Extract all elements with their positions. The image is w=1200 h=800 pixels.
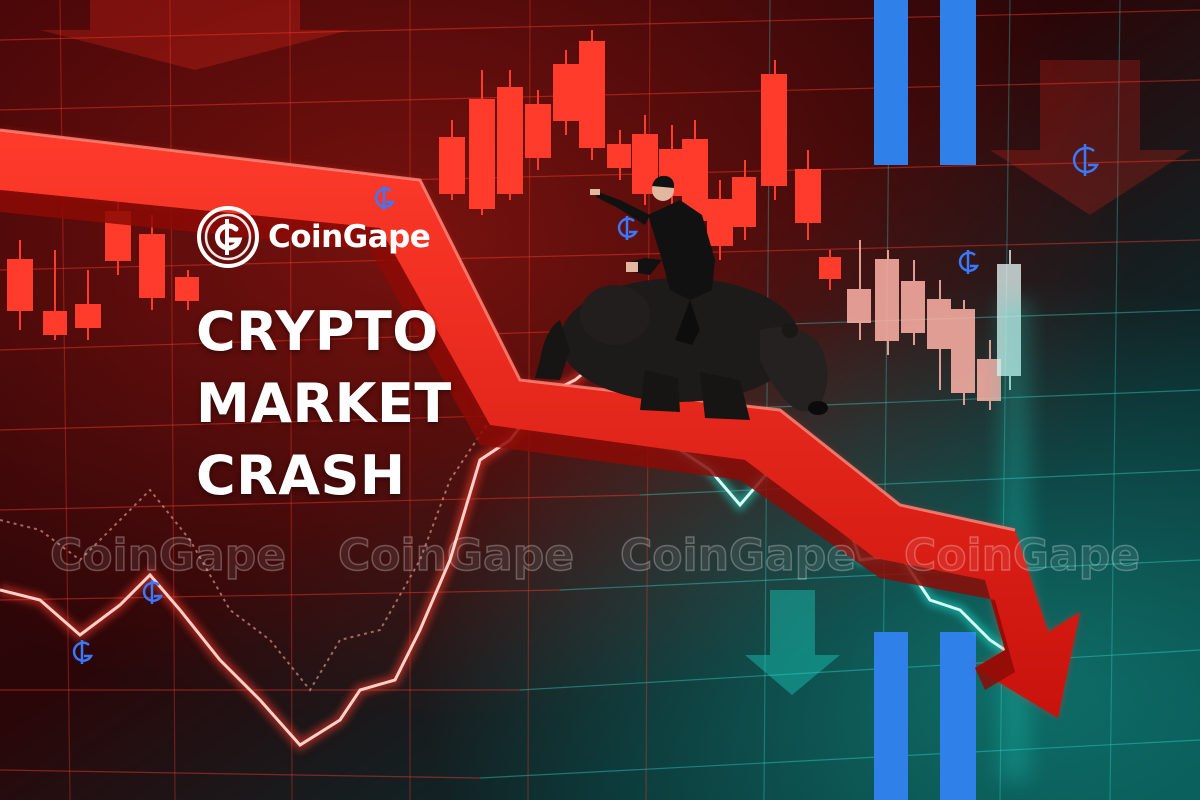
- businessman-icon: [590, 175, 715, 345]
- watermark-text: CoinGape: [49, 529, 287, 582]
- headline-line-3: CRASH: [196, 444, 406, 507]
- watermark-text: CoinGape: [903, 529, 1141, 582]
- watermark-text: CoinGape: [619, 529, 857, 582]
- headline: CRYPTO MARKET CRASH: [196, 296, 452, 512]
- coingape-logo-icon: [197, 206, 259, 268]
- brand-name: CoinGape: [268, 219, 431, 255]
- watermark-text: CoinGape: [337, 529, 575, 582]
- headline-line-2: MARKET: [196, 372, 452, 435]
- brand-logo: CoinGape: [196, 205, 431, 269]
- background-down-arrows: [40, 0, 1190, 695]
- headline-line-1: CRYPTO: [196, 300, 439, 363]
- blue-volume-bars: [874, 0, 976, 800]
- dotted-price-line: [0, 419, 491, 692]
- coingape-small-icon: [72, 144, 1099, 664]
